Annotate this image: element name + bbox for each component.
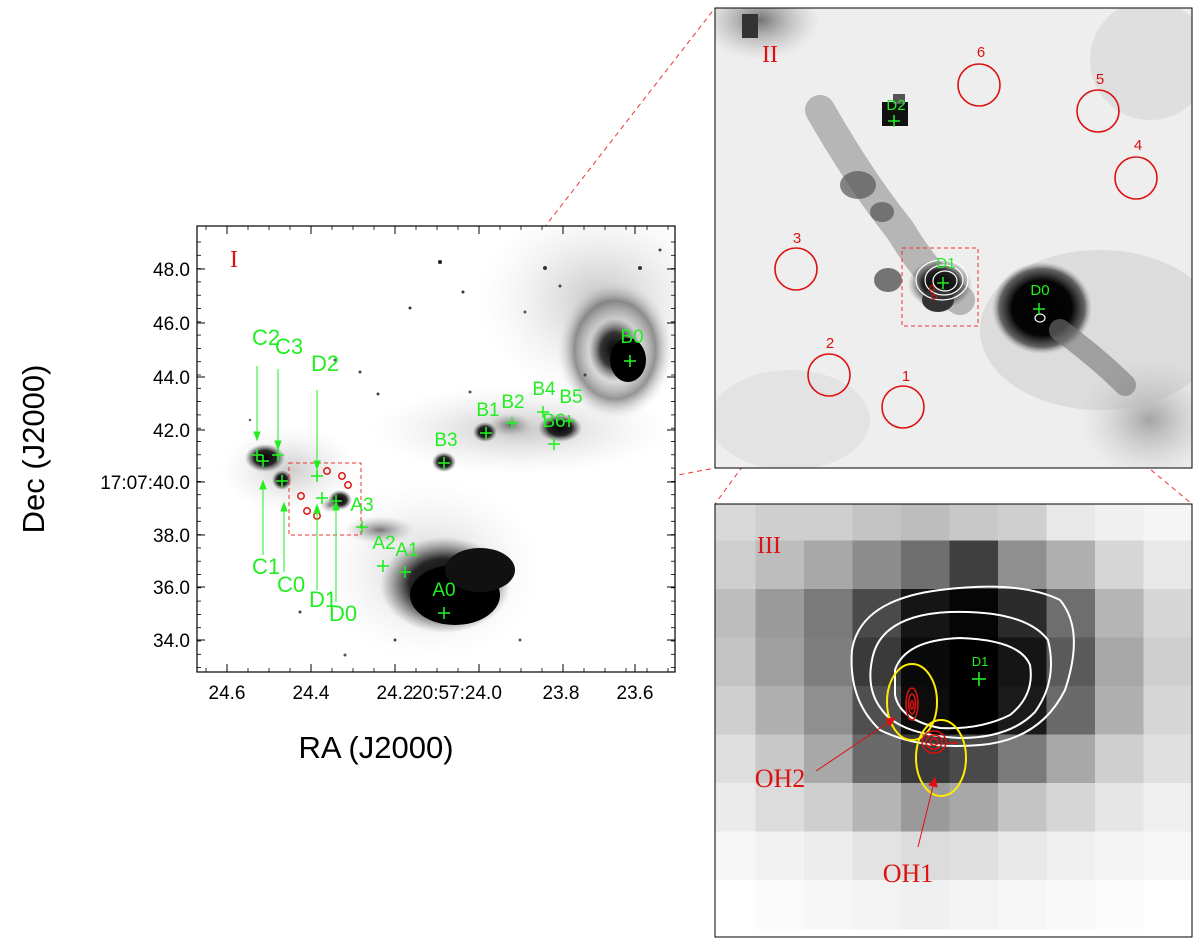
y-tick-label: 48.0: [153, 260, 190, 281]
region-circle: [807, 353, 851, 397]
source-label-b4: B4: [532, 379, 556, 400]
source-label-d1-zoom: D1: [936, 255, 955, 272]
source-label-c3: C3: [275, 334, 303, 359]
x-tick-label: 23.6: [617, 683, 654, 704]
x-tick-label: 24.6: [209, 683, 246, 704]
source-labels-panel-2: D2 D1 D0: [886, 97, 1049, 299]
region-circle: [774, 247, 818, 291]
region-number: 4: [1134, 137, 1142, 154]
panel-2-image: [714, 7, 1193, 469]
maser-marks-panel-2: [929, 284, 937, 300]
x-tick-label: 20:57:24.0: [412, 683, 502, 704]
source-label-a1: A1: [395, 540, 418, 561]
y-tick-labels: 48.0 46.0 44.0 42.0 17:07:40.0 38.0 36.0…: [100, 260, 190, 652]
source-label-d1-panel-3: D1: [972, 654, 989, 669]
y-axis-title: Dec (J2000): [16, 365, 51, 534]
source-label-d0: D0: [329, 601, 357, 626]
region-number: 2: [826, 335, 834, 352]
y-tick-label: 38.0: [153, 526, 190, 547]
source-labels-panel-1: A0 A1 A2 A3 B0 B1 B2 B3 B4 B5 B6 C0 C1 C…: [252, 325, 644, 626]
source-crosses: [251, 355, 636, 619]
source-label-b2: B2: [501, 392, 524, 413]
region-number: 1: [902, 368, 910, 385]
source-label-b3: B3: [434, 430, 457, 451]
zoom-box: [288, 462, 362, 536]
region-circle: [1076, 89, 1120, 133]
region-circles: [774, 63, 1158, 429]
source-crosses-panel-2: [888, 115, 1045, 315]
y-tick-label: 36.0: [153, 578, 190, 599]
region-number: 3: [793, 230, 801, 247]
x-tick-labels: 24.6 24.4 24.2 20:57:24.0 23.8 23.6: [209, 683, 654, 704]
y-tick-label: 46.0: [153, 314, 190, 335]
source-label-b5: B5: [559, 387, 582, 408]
region-numbers: 1 2 3 4 5 6: [793, 44, 1142, 385]
source-label-a2: A2: [372, 533, 395, 554]
maser-contours: [905, 687, 958, 754]
source-label-a0: A0: [432, 580, 455, 601]
region-circle: [1114, 156, 1158, 200]
oh1-label: OH1: [883, 859, 934, 888]
oh2-label: OH2: [755, 764, 806, 793]
source-label-c0: C0: [277, 572, 305, 597]
source-label-d2: D2: [311, 351, 339, 376]
y-tick-label: 17:07:40.0: [100, 473, 190, 494]
source-label-b1: B1: [476, 400, 499, 421]
x-axis-title: RA (J2000): [298, 730, 453, 765]
x-tick-label: 24.4: [293, 683, 330, 704]
x-tick-label: 24.2: [377, 683, 414, 704]
zoom-box-2: [901, 247, 979, 327]
source-label-b6: B6: [542, 411, 565, 432]
source-label-d0-zoom: D0: [1030, 282, 1049, 299]
y-tick-label: 44.0: [153, 368, 190, 389]
x-tick-label: 23.8: [543, 683, 580, 704]
panel-1-minor-ticks: [197, 226, 675, 672]
contours-panel-3: [850, 585, 1075, 747]
region-circle: [881, 385, 925, 429]
contours-panel-2: [915, 259, 1046, 323]
y-tick-label: 42.0: [153, 421, 190, 442]
source-arrows: [253, 366, 340, 602]
panel-1-label: I: [230, 247, 238, 273]
source-label-b0: B0: [620, 327, 643, 348]
region-markers-small: [297, 467, 352, 520]
panel-3-label: III: [757, 533, 781, 559]
source-label-d2-zoom: D2: [886, 97, 905, 114]
panel-2-label: II: [762, 42, 778, 68]
region-circle: [957, 63, 1001, 107]
maser-beams: [886, 663, 967, 797]
source-cross-d1-panel-3: [972, 672, 986, 686]
oh-arrows: [815, 717, 938, 848]
panel-1-image: [196, 225, 676, 673]
source-label-c2: C2: [252, 325, 280, 350]
region-number: 6: [977, 44, 985, 61]
source-label-a3: A3: [350, 495, 373, 516]
y-tick-label: 34.0: [153, 631, 190, 652]
source-label-d1: D1: [309, 587, 337, 612]
source-label-c1: C1: [252, 554, 280, 579]
region-number: 5: [1096, 71, 1104, 88]
